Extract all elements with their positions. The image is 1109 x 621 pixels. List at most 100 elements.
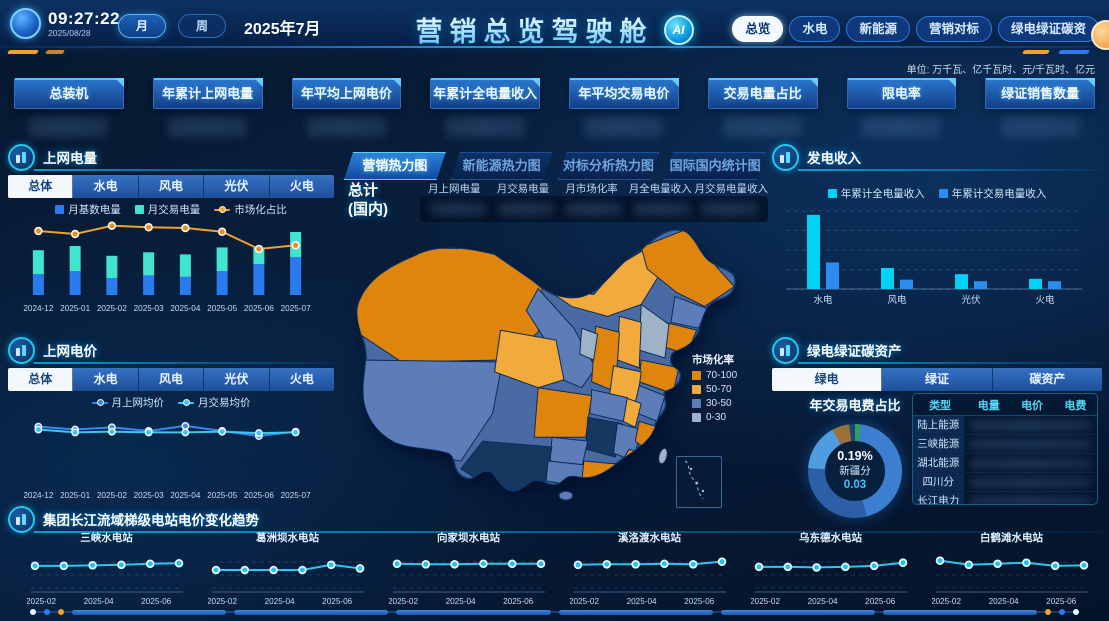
pager-dot[interactable] bbox=[30, 609, 36, 615]
national-summary: 总计 (国内) 月上网电量 月交易电量 月市场化率 月全电量收入 月交易电量收入 bbox=[344, 181, 768, 223]
grid-price-tab-1[interactable]: 水电 bbox=[73, 368, 139, 391]
heatmap-tab-1[interactable]: 新能源热力图 bbox=[451, 152, 553, 180]
bar-chart-icon bbox=[772, 336, 799, 364]
units-note: 单位: 万千瓦、亿千瓦时、元/千瓦时、亿元 bbox=[906, 65, 1095, 76]
kpi-button-7[interactable]: 绿证销售数量 bbox=[985, 78, 1095, 109]
grid-power-tab-4[interactable]: 火电 bbox=[269, 175, 334, 198]
kpi-6: 限电率 bbox=[846, 78, 957, 137]
kpi-value-blurred-0 bbox=[29, 117, 109, 137]
map-hainan[interactable] bbox=[558, 490, 574, 501]
ai-button[interactable]: AI bbox=[663, 14, 694, 45]
summary-value-blurred-2 bbox=[566, 202, 622, 216]
grid-price-tab-2[interactable]: 风电 bbox=[138, 368, 205, 391]
grid-price-tab-0[interactable]: 总体 bbox=[8, 368, 74, 391]
edge-partial-button[interactable] bbox=[1091, 20, 1109, 50]
pager-bar[interactable] bbox=[396, 609, 551, 615]
pager-dot[interactable] bbox=[1073, 609, 1080, 615]
heatmap-tab-3[interactable]: 国际国内统计图 bbox=[664, 152, 766, 180]
station-chart-4: 2025-02 2025-04 2025-06 bbox=[749, 558, 907, 606]
kpi-button-0[interactable]: 总装机 bbox=[14, 78, 124, 109]
donut-title: 年交易电费占比 bbox=[809, 398, 901, 413]
heatmap-tab-2[interactable]: 对标分析热力图 bbox=[558, 152, 660, 180]
grid-power-tab-1[interactable]: 水电 bbox=[73, 175, 139, 198]
grid-power-tab-3[interactable]: 光伏 bbox=[204, 175, 270, 198]
period-tab-1[interactable]: 周 bbox=[178, 14, 226, 38]
panel-generation-income: 发电收入 年累计全电量收入 年累计交易电量收入 水电 风电 光伏 火电 bbox=[772, 143, 1102, 322]
pager-dot[interactable] bbox=[1059, 609, 1066, 615]
pager-dot[interactable] bbox=[44, 609, 50, 615]
pager-bar[interactable] bbox=[72, 609, 227, 615]
bar-chart-icon bbox=[8, 336, 35, 364]
current-month-label: 2025年7月 bbox=[244, 21, 321, 38]
table-row-1[interactable]: 三峡能源 bbox=[913, 435, 1097, 454]
grid-power-tab-2[interactable]: 风电 bbox=[138, 175, 205, 198]
summary-value-blurred-3 bbox=[634, 202, 690, 216]
map-legend-item-2: 30-50 bbox=[692, 398, 737, 409]
kpi-button-5[interactable]: 交易电量占比 bbox=[707, 78, 818, 109]
station-chart-5: 2025-02 2025-04 2025-06 bbox=[930, 556, 1088, 606]
summary-column-0: 月上网电量 bbox=[428, 183, 481, 195]
grid-power-tabs: 总体 水电 风电 光伏 火电 bbox=[8, 175, 334, 198]
pager-bar[interactable] bbox=[558, 609, 713, 615]
pager-bar[interactable] bbox=[234, 609, 389, 615]
kpi-row: 总装机 年累计上网电量 年平均上网电价 年累计全电量收入 年平均交易电价 交易电量占比 限电… bbox=[14, 78, 1095, 137]
green-asset-tabs: 绿电 绿证 碳资产 bbox=[772, 368, 1102, 391]
green-tab-2[interactable]: 碳资产 bbox=[992, 368, 1102, 391]
kpi-button-6[interactable]: 限电率 bbox=[846, 78, 957, 109]
summary-column-3: 月全电量收入 bbox=[628, 183, 692, 195]
pager-bar[interactable] bbox=[720, 609, 875, 615]
donut-chart: 0.19% 新疆分 0.03 bbox=[808, 424, 902, 518]
table-row-0[interactable]: 陆上能源 bbox=[913, 416, 1097, 435]
period-tab-0[interactable]: 月 bbox=[118, 14, 166, 38]
nav-pill-1[interactable]: 水电 bbox=[789, 16, 841, 42]
kpi-button-3[interactable]: 年累计全电量收入 bbox=[430, 78, 540, 109]
svg-text:2025-04: 2025-04 bbox=[988, 597, 1018, 606]
table-row-2[interactable]: 湖北能源 bbox=[913, 454, 1097, 473]
nav-pill-2[interactable]: 新能源 bbox=[846, 16, 910, 42]
kpi-1: 年累计上网电量 bbox=[152, 78, 263, 137]
kpi-button-2[interactable]: 年平均上网电价 bbox=[291, 78, 402, 109]
station-cell-3: 溪洛渡水电站 2025-02 2025-04 2025-06 bbox=[559, 530, 740, 613]
clock-widget: 09:27:22 2025/08/28 bbox=[10, 8, 120, 39]
page-title: 营销总览驾驶舱 bbox=[416, 10, 654, 49]
legend-swatch bbox=[692, 371, 701, 380]
green-tab-0[interactable]: 绿电 bbox=[772, 368, 883, 391]
row-label: 四川分 bbox=[913, 473, 964, 491]
kpi-0: 总装机 bbox=[14, 78, 124, 137]
nav-pill-0[interactable]: 总览 bbox=[732, 16, 784, 42]
grid-price-tab-3[interactable]: 光伏 bbox=[204, 368, 270, 391]
kpi-button-1[interactable]: 年累计上网电量 bbox=[152, 78, 263, 109]
svg-text:2024-12: 2024-12 bbox=[23, 491, 53, 500]
svg-text:2025-01: 2025-01 bbox=[60, 491, 90, 500]
pager-dot[interactable] bbox=[1045, 609, 1052, 615]
deco-dash bbox=[1021, 50, 1051, 54]
legend-item-0: 年累计全电量收入 bbox=[827, 186, 925, 201]
nav-pill-3[interactable]: 营销对标 bbox=[915, 16, 992, 42]
row-values-blurred bbox=[969, 476, 1091, 488]
table-row-4[interactable]: 长江电力 bbox=[913, 492, 1097, 504]
svg-text:2025-02: 2025-02 bbox=[27, 597, 56, 606]
table-row-3[interactable]: 四川分 bbox=[913, 473, 1097, 492]
pager-dot[interactable] bbox=[58, 609, 64, 615]
period-toggle: 月周 bbox=[118, 14, 226, 38]
kpi-button-4[interactable]: 年平均交易电价 bbox=[569, 78, 679, 109]
map-taiwan[interactable] bbox=[657, 447, 669, 465]
map-regions[interactable] bbox=[352, 229, 736, 494]
panel-title: 集团长江流域梯级电站电价变化趋势 bbox=[43, 513, 259, 528]
green-tab-1[interactable]: 绿证 bbox=[882, 368, 993, 391]
pager-bar[interactable] bbox=[882, 609, 1038, 615]
china-map[interactable] bbox=[346, 208, 766, 504]
grid-price-tab-4[interactable]: 火电 bbox=[269, 368, 334, 391]
svg-text:2025-06: 2025-06 bbox=[322, 597, 352, 606]
svg-text:2025-02: 2025-02 bbox=[208, 597, 237, 606]
nav-pill-4[interactable]: 绿电绿证碳资 bbox=[997, 16, 1099, 42]
grid-power-tab-0[interactable]: 总体 bbox=[8, 175, 74, 198]
table-header-row: 类型 电量 电价 电费 bbox=[913, 394, 1097, 416]
station-chart-0: 2025-02 2025-04 2025-06 bbox=[25, 558, 183, 606]
row-label: 三峡能源 bbox=[913, 435, 964, 453]
svg-text:2024-12: 2024-12 bbox=[23, 304, 53, 313]
station-cell-1: 葛洲坝水电站 2025-02 2025-04 2025-06 bbox=[197, 530, 378, 613]
svg-text:2025-04: 2025-04 bbox=[83, 597, 113, 606]
kpi-5: 交易电量占比 bbox=[707, 78, 818, 137]
heatmap-tab-0[interactable]: 营销热力图 bbox=[344, 152, 446, 180]
